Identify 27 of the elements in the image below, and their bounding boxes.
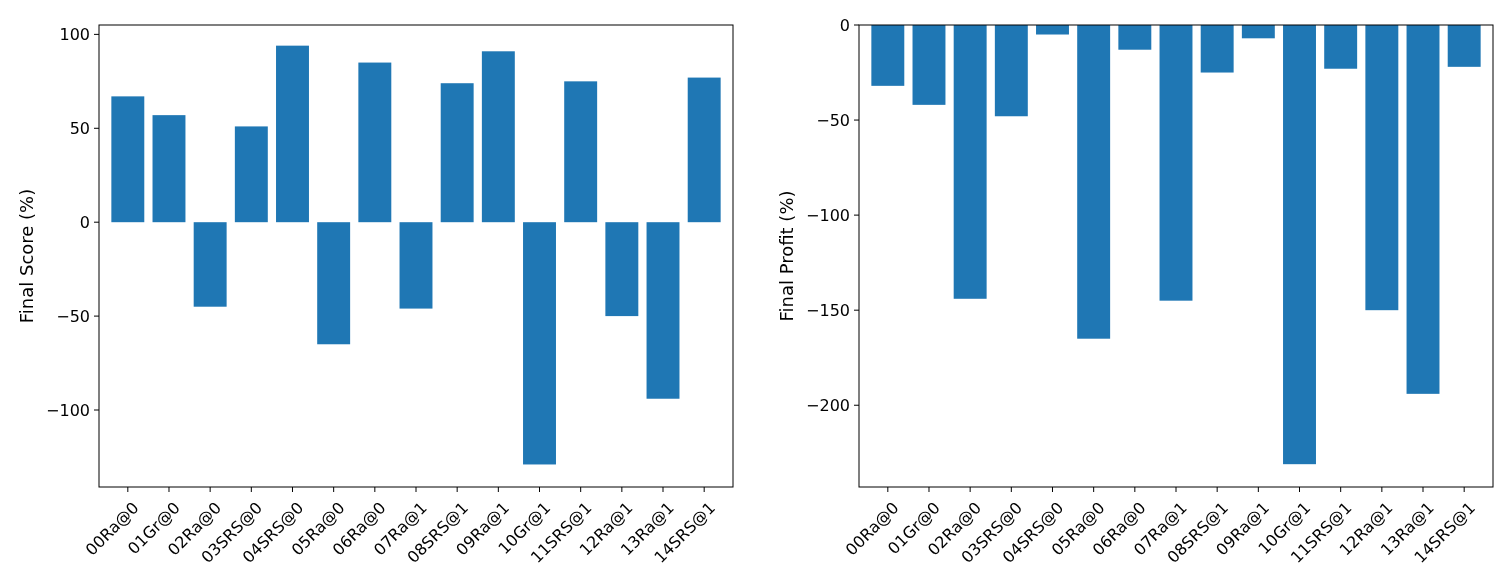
y-tick-label: −100 (806, 205, 850, 225)
y-tick-label: 0 (839, 15, 850, 35)
y-tick-label: −50 (816, 110, 850, 130)
bar (399, 222, 433, 309)
y-tick-label: 100 (59, 24, 90, 44)
y-tick-label: −200 (806, 395, 850, 415)
y-tick-label: 50 (69, 118, 90, 138)
bar (152, 115, 186, 223)
bar (193, 222, 227, 307)
bar (440, 83, 474, 223)
y-tick-label: −50 (56, 306, 90, 326)
bar (111, 96, 145, 223)
bar (276, 45, 309, 223)
bar (234, 126, 268, 223)
bar (646, 222, 680, 399)
bar (317, 222, 351, 345)
y-tick-label: −150 (806, 300, 850, 320)
bar (564, 81, 598, 223)
bar (358, 62, 392, 223)
y-axis-title: Final Profit (%) (776, 190, 797, 322)
bar (687, 77, 721, 223)
y-tick-label: −100 (46, 400, 90, 420)
y-axis-title: Final Score (%) (16, 188, 37, 324)
bar (523, 222, 556, 465)
bar (481, 51, 515, 223)
y-tick-label: 0 (79, 212, 90, 232)
bar (605, 222, 639, 317)
